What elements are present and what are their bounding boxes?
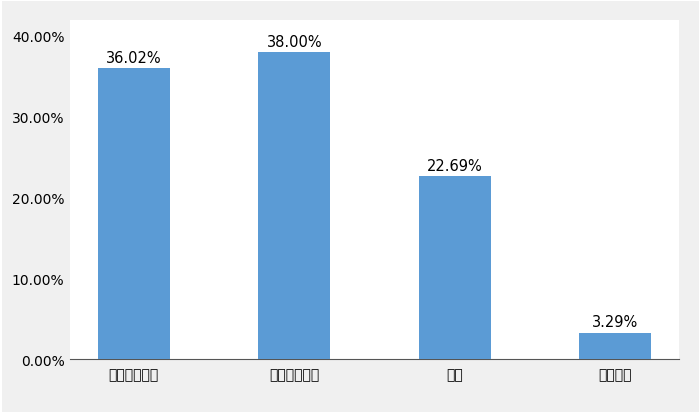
Text: 38.00%: 38.00% bbox=[267, 35, 322, 50]
Bar bbox=[419, 176, 491, 359]
Bar bbox=[98, 69, 170, 359]
Text: 22.69%: 22.69% bbox=[427, 158, 482, 173]
Text: 36.02%: 36.02% bbox=[106, 51, 162, 66]
Text: 3.29%: 3.29% bbox=[592, 315, 638, 330]
Bar bbox=[258, 53, 330, 359]
Bar bbox=[579, 333, 651, 359]
